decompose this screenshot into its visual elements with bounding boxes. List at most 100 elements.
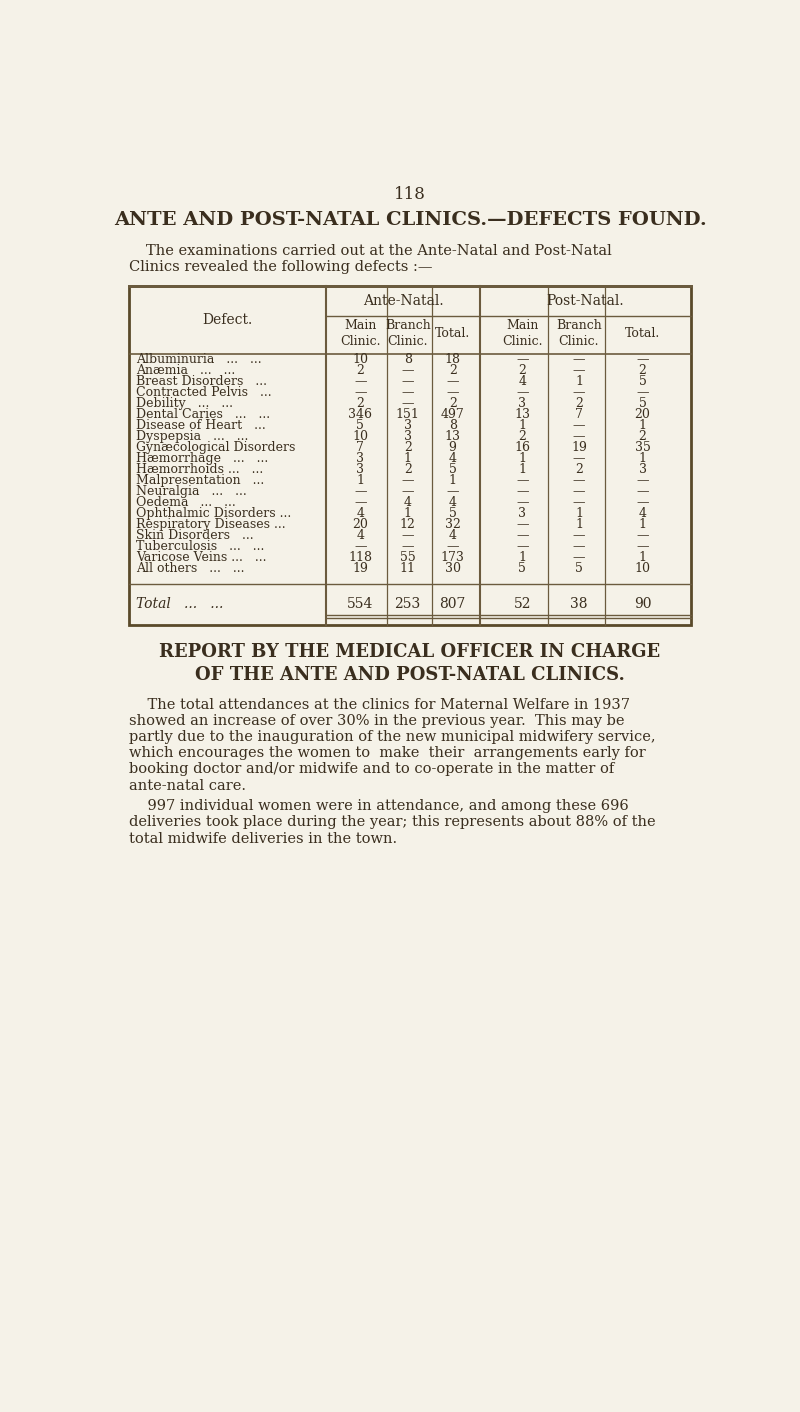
Text: Main
Clinic.: Main Clinic. xyxy=(340,319,381,347)
Text: 997 individual women were in attendance, and among these 696: 997 individual women were in attendance,… xyxy=(130,799,630,813)
Text: —: — xyxy=(402,486,414,498)
Text: 2: 2 xyxy=(357,364,364,377)
Text: 52: 52 xyxy=(514,597,531,611)
Text: 9: 9 xyxy=(449,442,457,455)
Text: —: — xyxy=(516,486,529,498)
Text: ante-natal care.: ante-natal care. xyxy=(130,778,246,792)
Text: —: — xyxy=(573,452,586,466)
Text: partly due to the inauguration of the new municipal midwifery service,: partly due to the inauguration of the ne… xyxy=(130,730,656,744)
Text: 16: 16 xyxy=(514,442,530,455)
Text: Breast Disorders   ...: Breast Disorders ... xyxy=(136,376,266,388)
Text: 1: 1 xyxy=(449,474,457,487)
Text: —: — xyxy=(636,497,649,510)
Text: Anæmia   ...   ...: Anæmia ... ... xyxy=(136,364,235,377)
Text: —: — xyxy=(573,497,586,510)
Text: —: — xyxy=(446,541,459,554)
Text: 19: 19 xyxy=(571,442,587,455)
Text: 1: 1 xyxy=(575,376,583,388)
Text: The examinations carried out at the Ante-Natal and Post-Natal: The examinations carried out at the Ante… xyxy=(146,244,612,258)
Text: —: — xyxy=(354,541,366,554)
Text: 7: 7 xyxy=(357,442,364,455)
Text: —: — xyxy=(354,497,366,510)
Text: —: — xyxy=(573,541,586,554)
Text: 3: 3 xyxy=(638,463,646,476)
Text: 1: 1 xyxy=(638,518,646,531)
Text: 3: 3 xyxy=(357,463,365,476)
Text: 1: 1 xyxy=(404,452,412,466)
Text: —: — xyxy=(573,364,586,377)
Text: —: — xyxy=(573,552,586,565)
Text: 2: 2 xyxy=(638,431,646,443)
Text: —: — xyxy=(636,387,649,400)
Text: Dental Caries   ...   ...: Dental Caries ... ... xyxy=(136,408,270,421)
Text: —: — xyxy=(516,518,529,531)
Text: 3: 3 xyxy=(404,419,412,432)
Text: 20: 20 xyxy=(353,518,368,531)
Text: 1: 1 xyxy=(404,507,412,521)
Text: 32: 32 xyxy=(445,518,461,531)
Text: 1: 1 xyxy=(638,552,646,565)
Text: 2: 2 xyxy=(449,397,457,411)
Text: —: — xyxy=(402,541,414,554)
Text: 12: 12 xyxy=(400,518,416,531)
Text: 1: 1 xyxy=(357,474,365,487)
Text: which encourages the women to  make  their  arrangements early for: which encourages the women to make their… xyxy=(130,746,646,760)
Text: 5: 5 xyxy=(357,419,364,432)
Text: Malpresentation   ...: Malpresentation ... xyxy=(136,474,264,487)
Text: Debility   ...   ...: Debility ... ... xyxy=(136,397,233,411)
Text: —: — xyxy=(573,530,586,542)
Text: —: — xyxy=(573,431,586,443)
Text: 2: 2 xyxy=(404,442,412,455)
Text: —: — xyxy=(573,474,586,487)
Text: 173: 173 xyxy=(441,552,465,565)
Text: Total   ...   ...: Total ... ... xyxy=(136,597,223,611)
Text: 20: 20 xyxy=(634,408,650,421)
Text: —: — xyxy=(402,530,414,542)
Text: —: — xyxy=(636,541,649,554)
Text: Main
Clinic.: Main Clinic. xyxy=(502,319,542,347)
Text: showed an increase of over 30% in the previous year.  This may be: showed an increase of over 30% in the pr… xyxy=(130,714,625,727)
Text: 1: 1 xyxy=(638,452,646,466)
Text: —: — xyxy=(402,474,414,487)
Text: —: — xyxy=(354,486,366,498)
Text: 346: 346 xyxy=(349,408,373,421)
Text: 3: 3 xyxy=(518,507,526,521)
Text: 90: 90 xyxy=(634,597,651,611)
Text: 3: 3 xyxy=(518,397,526,411)
Text: —: — xyxy=(446,376,459,388)
Text: 8: 8 xyxy=(449,419,457,432)
Text: 1: 1 xyxy=(575,507,583,521)
Text: 1: 1 xyxy=(518,463,526,476)
Text: 35: 35 xyxy=(634,442,650,455)
Text: —: — xyxy=(354,376,366,388)
Text: 8: 8 xyxy=(404,353,412,366)
Text: total midwife deliveries in the town.: total midwife deliveries in the town. xyxy=(130,832,398,846)
Text: —: — xyxy=(402,376,414,388)
Text: 5: 5 xyxy=(638,376,646,388)
Text: 4: 4 xyxy=(638,507,646,521)
Text: 5: 5 xyxy=(638,397,646,411)
Text: 13: 13 xyxy=(445,431,461,443)
Text: —: — xyxy=(446,387,459,400)
Text: 5: 5 xyxy=(518,562,526,576)
Text: —: — xyxy=(446,486,459,498)
Text: 38: 38 xyxy=(570,597,588,611)
Text: 2: 2 xyxy=(575,397,583,411)
Text: Ante-Natal.: Ante-Natal. xyxy=(362,294,443,308)
Text: 10: 10 xyxy=(353,431,369,443)
Text: Tuberculosis   ...   ...: Tuberculosis ... ... xyxy=(136,541,264,554)
Text: 1: 1 xyxy=(518,419,526,432)
Text: —: — xyxy=(573,387,586,400)
Text: —: — xyxy=(354,387,366,400)
Bar xyxy=(130,287,690,626)
Text: 253: 253 xyxy=(394,597,421,611)
Text: 3: 3 xyxy=(357,452,365,466)
Text: The total attendances at the clinics for Maternal Welfare in 1937: The total attendances at the clinics for… xyxy=(130,698,630,712)
Text: —: — xyxy=(402,397,414,411)
Text: Dyspepsia   ...   ...: Dyspepsia ... ... xyxy=(136,431,248,443)
Text: —: — xyxy=(636,474,649,487)
Text: 30: 30 xyxy=(445,562,461,576)
Text: Hæmorrhage   ...   ...: Hæmorrhage ... ... xyxy=(136,452,268,466)
Text: 2: 2 xyxy=(404,463,412,476)
Text: Branch
Clinic.: Branch Clinic. xyxy=(556,319,602,347)
